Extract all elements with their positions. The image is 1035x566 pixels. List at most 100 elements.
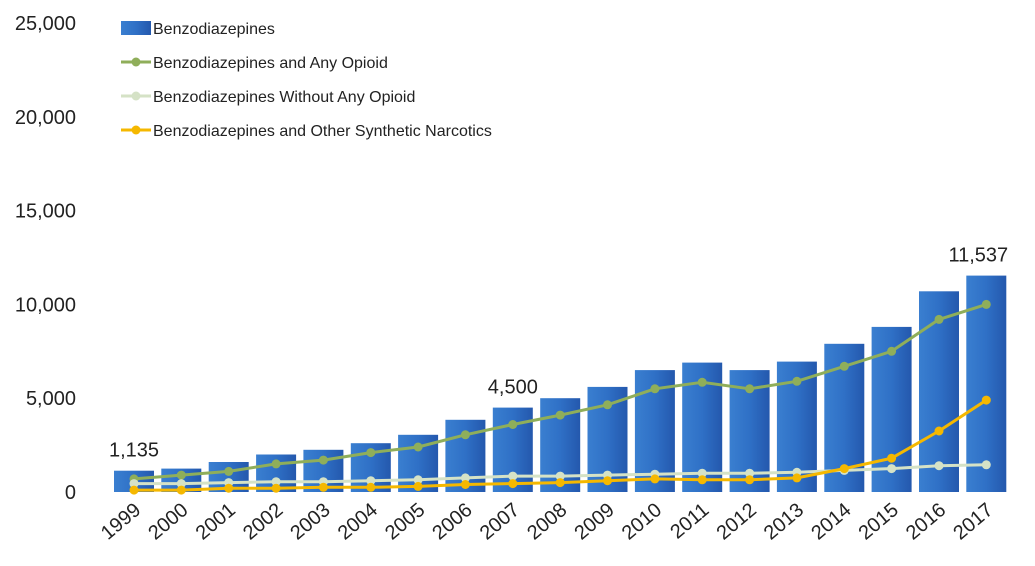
line-series-group xyxy=(129,299,991,495)
series-point-2008 xyxy=(555,471,565,481)
x-tick-label: 2014 xyxy=(807,499,855,544)
x-tick-label: 2007 xyxy=(476,499,524,544)
series-point-2005 xyxy=(413,442,423,452)
legend-item-3: Benzodiazepines and Other Synthetic Narc… xyxy=(121,123,492,140)
series-point-2003 xyxy=(318,482,328,492)
series-point-2016 xyxy=(934,461,944,471)
series-point-2001 xyxy=(224,466,234,476)
series-point-2017 xyxy=(981,395,991,405)
x-tick-label: 2016 xyxy=(902,499,950,544)
legend-label: Benzodiazepines and Any Opioid xyxy=(153,55,388,72)
series-point-2007 xyxy=(508,471,518,481)
x-tick-label: 2015 xyxy=(855,499,903,544)
series-point-2014 xyxy=(839,361,849,371)
series-point-2017 xyxy=(981,460,991,470)
line-series-3 xyxy=(129,395,991,495)
bar-series xyxy=(114,275,1007,492)
legend-item-1: Benzodiazepines and Any Opioid xyxy=(121,55,388,72)
series-point-2009 xyxy=(603,476,612,486)
x-tick-label: 2003 xyxy=(286,499,334,544)
data-label: 4,500 xyxy=(488,377,538,399)
series-point-2013 xyxy=(792,473,802,483)
series-point-2002 xyxy=(271,459,281,469)
series-point-2008 xyxy=(555,410,565,420)
series-point-2016 xyxy=(934,314,944,324)
x-tick-label: 2011 xyxy=(666,499,713,544)
series-point-2004 xyxy=(366,448,376,458)
legend-item-2: Benzodiazepines Without Any Opioid xyxy=(121,89,415,106)
series-point-2000 xyxy=(176,470,186,480)
series-point-2015 xyxy=(887,346,897,356)
series-point-2004 xyxy=(366,476,376,486)
series-point-2011 xyxy=(697,475,707,485)
series-point-1999 xyxy=(129,485,139,495)
x-tick-label: 2010 xyxy=(618,499,666,544)
legend-label: Benzodiazepines and Other Synthetic Narc… xyxy=(153,123,492,140)
y-axis: 0 5,000 10,000 15,000 20,000 25,000 xyxy=(15,13,76,504)
bar-2016 xyxy=(919,291,959,492)
series-point-2012 xyxy=(745,384,755,394)
data-labels: 1,135 4,500 11,537 xyxy=(109,245,1008,462)
series-point-2000 xyxy=(176,485,186,495)
legend-marker xyxy=(131,125,141,135)
x-tick-label: 2005 xyxy=(381,499,429,544)
series-point-2011 xyxy=(697,377,707,387)
x-axis: 1999 2000 2001 2002 2003 2004 2005 2006 2007 2008… xyxy=(97,499,998,544)
legend: Benzodiazepines Benzodiazepines and Any O… xyxy=(121,21,492,140)
series-point-2017 xyxy=(981,299,991,309)
series-point-2002 xyxy=(271,483,281,493)
series-point-2012 xyxy=(745,475,755,485)
series-point-2010 xyxy=(650,474,660,484)
x-tick-label: 2004 xyxy=(334,499,382,544)
legend-label: Benzodiazepines xyxy=(153,21,275,38)
y-tick-label: 15,000 xyxy=(15,201,76,223)
series-point-2010 xyxy=(650,384,660,394)
x-tick-label: 2013 xyxy=(760,499,808,544)
series-point-2016 xyxy=(934,426,944,436)
series-point-2007 xyxy=(508,420,518,429)
data-label: 11,537 xyxy=(948,245,1008,267)
series-point-2011 xyxy=(697,468,707,478)
series-point-2012 xyxy=(745,468,755,478)
y-tick-label: 20,000 xyxy=(15,107,76,129)
series-point-2008 xyxy=(555,478,565,488)
legend-label: Benzodiazepines Without Any Opioid xyxy=(153,89,415,106)
legend-swatch xyxy=(121,21,151,35)
data-label: 1,135 xyxy=(109,440,159,462)
legend-marker xyxy=(131,57,141,67)
x-tick-label: 2017 xyxy=(949,499,997,544)
x-tick-label: 1999 xyxy=(97,499,145,544)
y-tick-label: 5,000 xyxy=(26,388,76,410)
series-point-2015 xyxy=(887,464,897,474)
series-point-2007 xyxy=(508,479,518,489)
legend-item-0: Benzodiazepines xyxy=(121,21,275,38)
y-tick-label: 10,000 xyxy=(15,294,76,316)
x-tick-label: 2009 xyxy=(570,499,618,544)
x-tick-label: 2008 xyxy=(523,499,571,544)
series-point-2009 xyxy=(603,400,612,410)
x-tick-label: 2000 xyxy=(144,499,192,544)
series-point-2001 xyxy=(224,483,234,493)
series-point-2004 xyxy=(366,482,376,492)
series-point-2006 xyxy=(460,480,470,489)
series-point-2002 xyxy=(271,477,281,487)
legend-marker xyxy=(131,91,141,101)
series-point-2003 xyxy=(318,455,328,465)
series-point-2005 xyxy=(413,481,423,491)
series-point-1999 xyxy=(129,479,139,489)
bar-2017 xyxy=(966,275,1007,492)
line-series-1 xyxy=(129,299,991,484)
series-point-2000 xyxy=(176,479,186,489)
series-point-2006 xyxy=(460,473,470,483)
x-tick-label: 2002 xyxy=(239,499,287,544)
x-tick-label: 2001 xyxy=(192,499,240,544)
series-point-2005 xyxy=(413,475,423,485)
series-point-2006 xyxy=(460,430,470,440)
series-point-2013 xyxy=(792,376,802,386)
x-tick-label: 2012 xyxy=(713,499,761,544)
y-tick-label: 0 xyxy=(65,482,76,504)
series-point-2014 xyxy=(839,464,849,474)
x-tick-label: 2006 xyxy=(428,499,476,544)
y-tick-label: 25,000 xyxy=(15,13,76,35)
